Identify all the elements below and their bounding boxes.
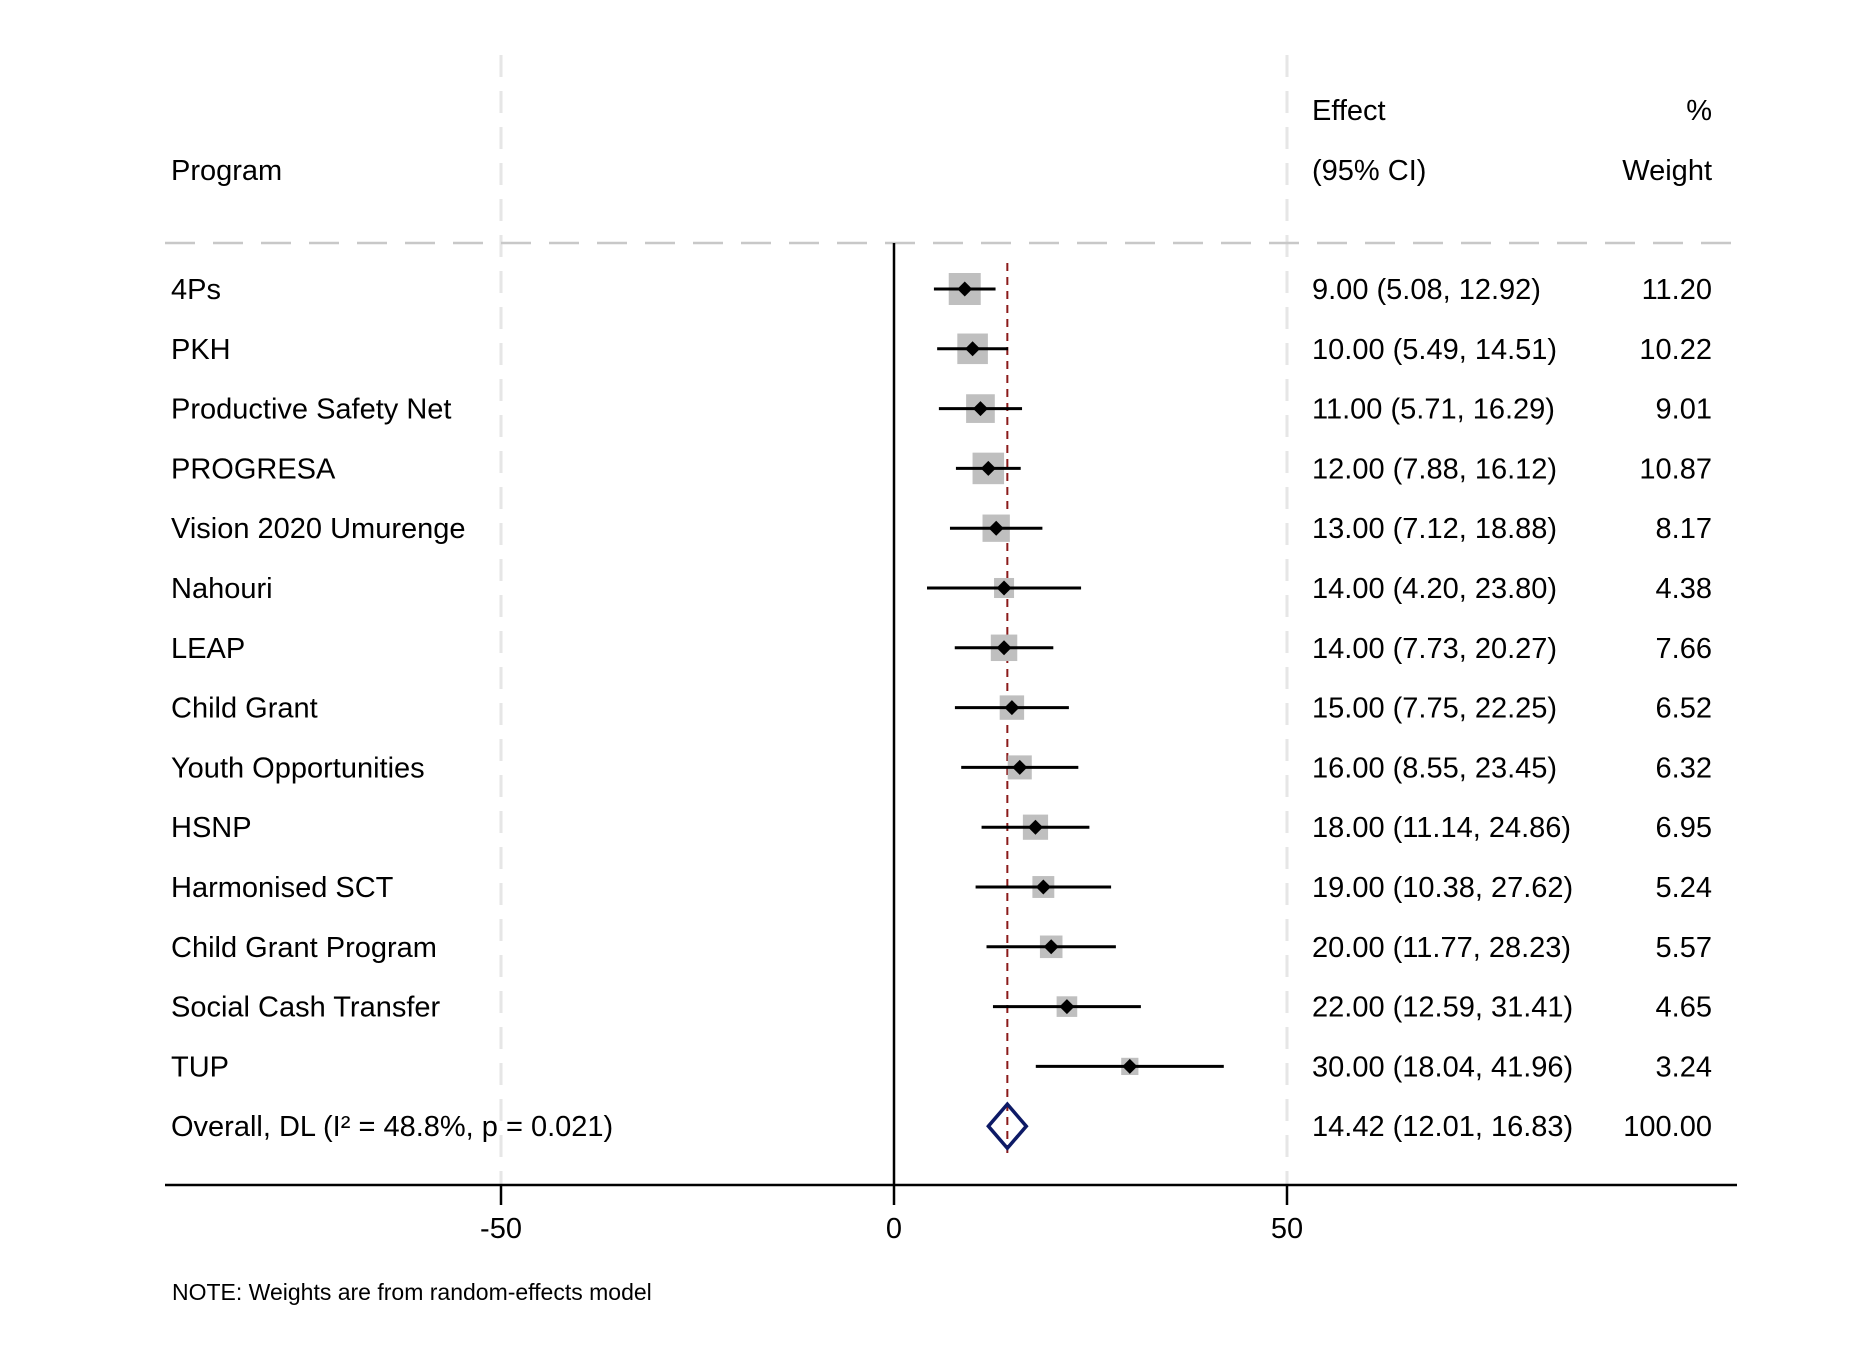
study-label: Harmonised SCT — [171, 872, 394, 904]
overall-effect-ci-value: 14.42 (12.01, 16.83) — [1312, 1111, 1573, 1143]
study-label: PKH — [171, 334, 231, 366]
effect-ci-value: 15.00 (7.75, 22.25) — [1312, 693, 1557, 725]
overall-diamond — [986, 1101, 1029, 1151]
point-estimate — [996, 580, 1012, 596]
study-row: Harmonised SCT 19.00 (10.38, 27.62) 5.24 — [171, 872, 1712, 904]
weight-value: 7.66 — [1656, 633, 1712, 665]
effect-ci-value: 22.00 (12.59, 31.41) — [1312, 992, 1573, 1024]
effect-ci-value: 30.00 (18.04, 41.96) — [1312, 1051, 1573, 1083]
study-row: Social Cash Transfer 22.00 (12.59, 31.41)… — [171, 992, 1712, 1024]
study-row: Productive Safety Net 11.00 (5.71, 16.29)… — [171, 394, 1712, 426]
header-program: Program — [171, 155, 282, 187]
point-estimate — [965, 341, 981, 357]
study-rows: 4Ps 9.00 (5.08, 12.92) 11.20 PKH 10.00 (5.49… — [171, 273, 1712, 1083]
study-row: PROGRESA 12.00 (7.88, 16.12) 10.87 — [171, 452, 1712, 485]
effect-ci-value: 18.00 (11.14, 24.86) — [1312, 812, 1571, 844]
study-row: Nahouri 14.00 (4.20, 23.80) 4.38 — [171, 573, 1712, 605]
effect-ci-value: 14.00 (4.20, 23.80) — [1312, 573, 1557, 605]
weight-value: 10.22 — [1639, 334, 1712, 366]
weight-value: 6.95 — [1656, 812, 1712, 844]
point-estimate — [988, 520, 1004, 536]
overall-row: Overall, DL (I² = 48.8%, p = 0.021) 14.42… — [171, 1101, 1712, 1151]
point-estimate — [972, 401, 988, 417]
point-estimate — [1012, 759, 1028, 775]
point-estimate — [957, 281, 973, 297]
weights-note: NOTE: Weights are from random-effects mo… — [172, 1279, 652, 1305]
weight-value: 9.01 — [1656, 394, 1712, 426]
weight-value: 6.32 — [1656, 752, 1712, 784]
x-tick-label: 50 — [1271, 1213, 1303, 1245]
weight-value: 8.17 — [1656, 513, 1712, 545]
header-ci: (95% CI) — [1312, 155, 1426, 187]
x-axis: -50 0 50 — [165, 1183, 1737, 1245]
point-estimate — [1043, 939, 1059, 955]
overall-weight-value: 100.00 — [1623, 1111, 1712, 1143]
table-header: Program Effect (95% CI) % Weight — [171, 95, 1712, 187]
study-label: Child Grant — [171, 693, 318, 725]
point-estimate — [1059, 999, 1075, 1015]
header-percent: % — [1686, 95, 1712, 127]
study-row: HSNP 18.00 (11.14, 24.86) 6.95 — [171, 812, 1712, 844]
overall-label: Overall, DL (I² = 48.8%, p = 0.021) — [171, 1111, 613, 1143]
study-label: TUP — [171, 1051, 229, 1083]
study-row: LEAP 14.00 (7.73, 20.27) 7.66 — [171, 633, 1712, 665]
header-effect: Effect — [1312, 95, 1386, 127]
weight-value: 10.87 — [1639, 453, 1712, 485]
point-estimate — [1004, 700, 1020, 716]
header-weight: Weight — [1622, 155, 1712, 187]
study-row: TUP 30.00 (18.04, 41.96) 3.24 — [171, 1051, 1712, 1083]
study-label: Youth Opportunities — [171, 752, 425, 784]
study-label: HSNP — [171, 812, 252, 844]
weight-value: 4.65 — [1656, 992, 1712, 1024]
study-label: 4Ps — [171, 274, 221, 306]
weight-value: 4.38 — [1656, 573, 1712, 605]
effect-ci-value: 19.00 (10.38, 27.62) — [1312, 872, 1573, 904]
weight-value: 11.20 — [1642, 274, 1712, 306]
point-estimate — [980, 460, 996, 476]
study-row: PKH 10.00 (5.49, 14.51) 10.22 — [171, 333, 1712, 366]
x-tick-label: 0 — [886, 1213, 902, 1245]
effect-ci-value: 16.00 (8.55, 23.45) — [1312, 752, 1557, 784]
effect-ci-value: 12.00 (7.88, 16.12) — [1312, 453, 1557, 485]
effect-ci-value: 9.00 (5.08, 12.92) — [1312, 274, 1541, 306]
effect-ci-value: 10.00 (5.49, 14.51) — [1312, 334, 1557, 366]
study-row: Youth Opportunities 16.00 (8.55, 23.45) 6.… — [171, 752, 1712, 784]
weight-value: 5.57 — [1656, 932, 1712, 964]
weight-value: 6.52 — [1656, 693, 1712, 725]
effect-ci-value: 13.00 (7.12, 18.88) — [1312, 513, 1557, 545]
study-label: Nahouri — [171, 573, 273, 605]
point-estimate — [1027, 819, 1043, 835]
study-label: LEAP — [171, 633, 245, 665]
effect-ci-value: 14.00 (7.73, 20.27) — [1312, 633, 1557, 665]
study-label: Child Grant Program — [171, 932, 437, 964]
weight-value: 3.24 — [1656, 1051, 1712, 1083]
x-tick-label: -50 — [480, 1213, 522, 1245]
study-row: Child Grant 15.00 (7.75, 22.25) 6.52 — [171, 693, 1712, 725]
point-estimate — [996, 640, 1012, 656]
effect-ci-value: 11.00 (5.71, 16.29) — [1312, 394, 1555, 426]
point-estimate — [1035, 879, 1051, 895]
study-label: PROGRESA — [171, 453, 336, 485]
study-row: 4Ps 9.00 (5.08, 12.92) 11.20 — [171, 273, 1712, 306]
study-label: Productive Safety Net — [171, 394, 451, 426]
point-estimate — [1122, 1058, 1138, 1074]
study-row: Vision 2020 Umurenge 13.00 (7.12, 18.88) 8… — [171, 513, 1712, 545]
study-row: Child Grant Program 20.00 (11.77, 28.23) 5… — [171, 932, 1712, 964]
study-label: Social Cash Transfer — [171, 992, 441, 1024]
effect-ci-value: 20.00 (11.77, 28.23) — [1312, 932, 1571, 964]
study-label: Vision 2020 Umurenge — [171, 513, 466, 545]
weight-value: 5.24 — [1656, 872, 1712, 904]
